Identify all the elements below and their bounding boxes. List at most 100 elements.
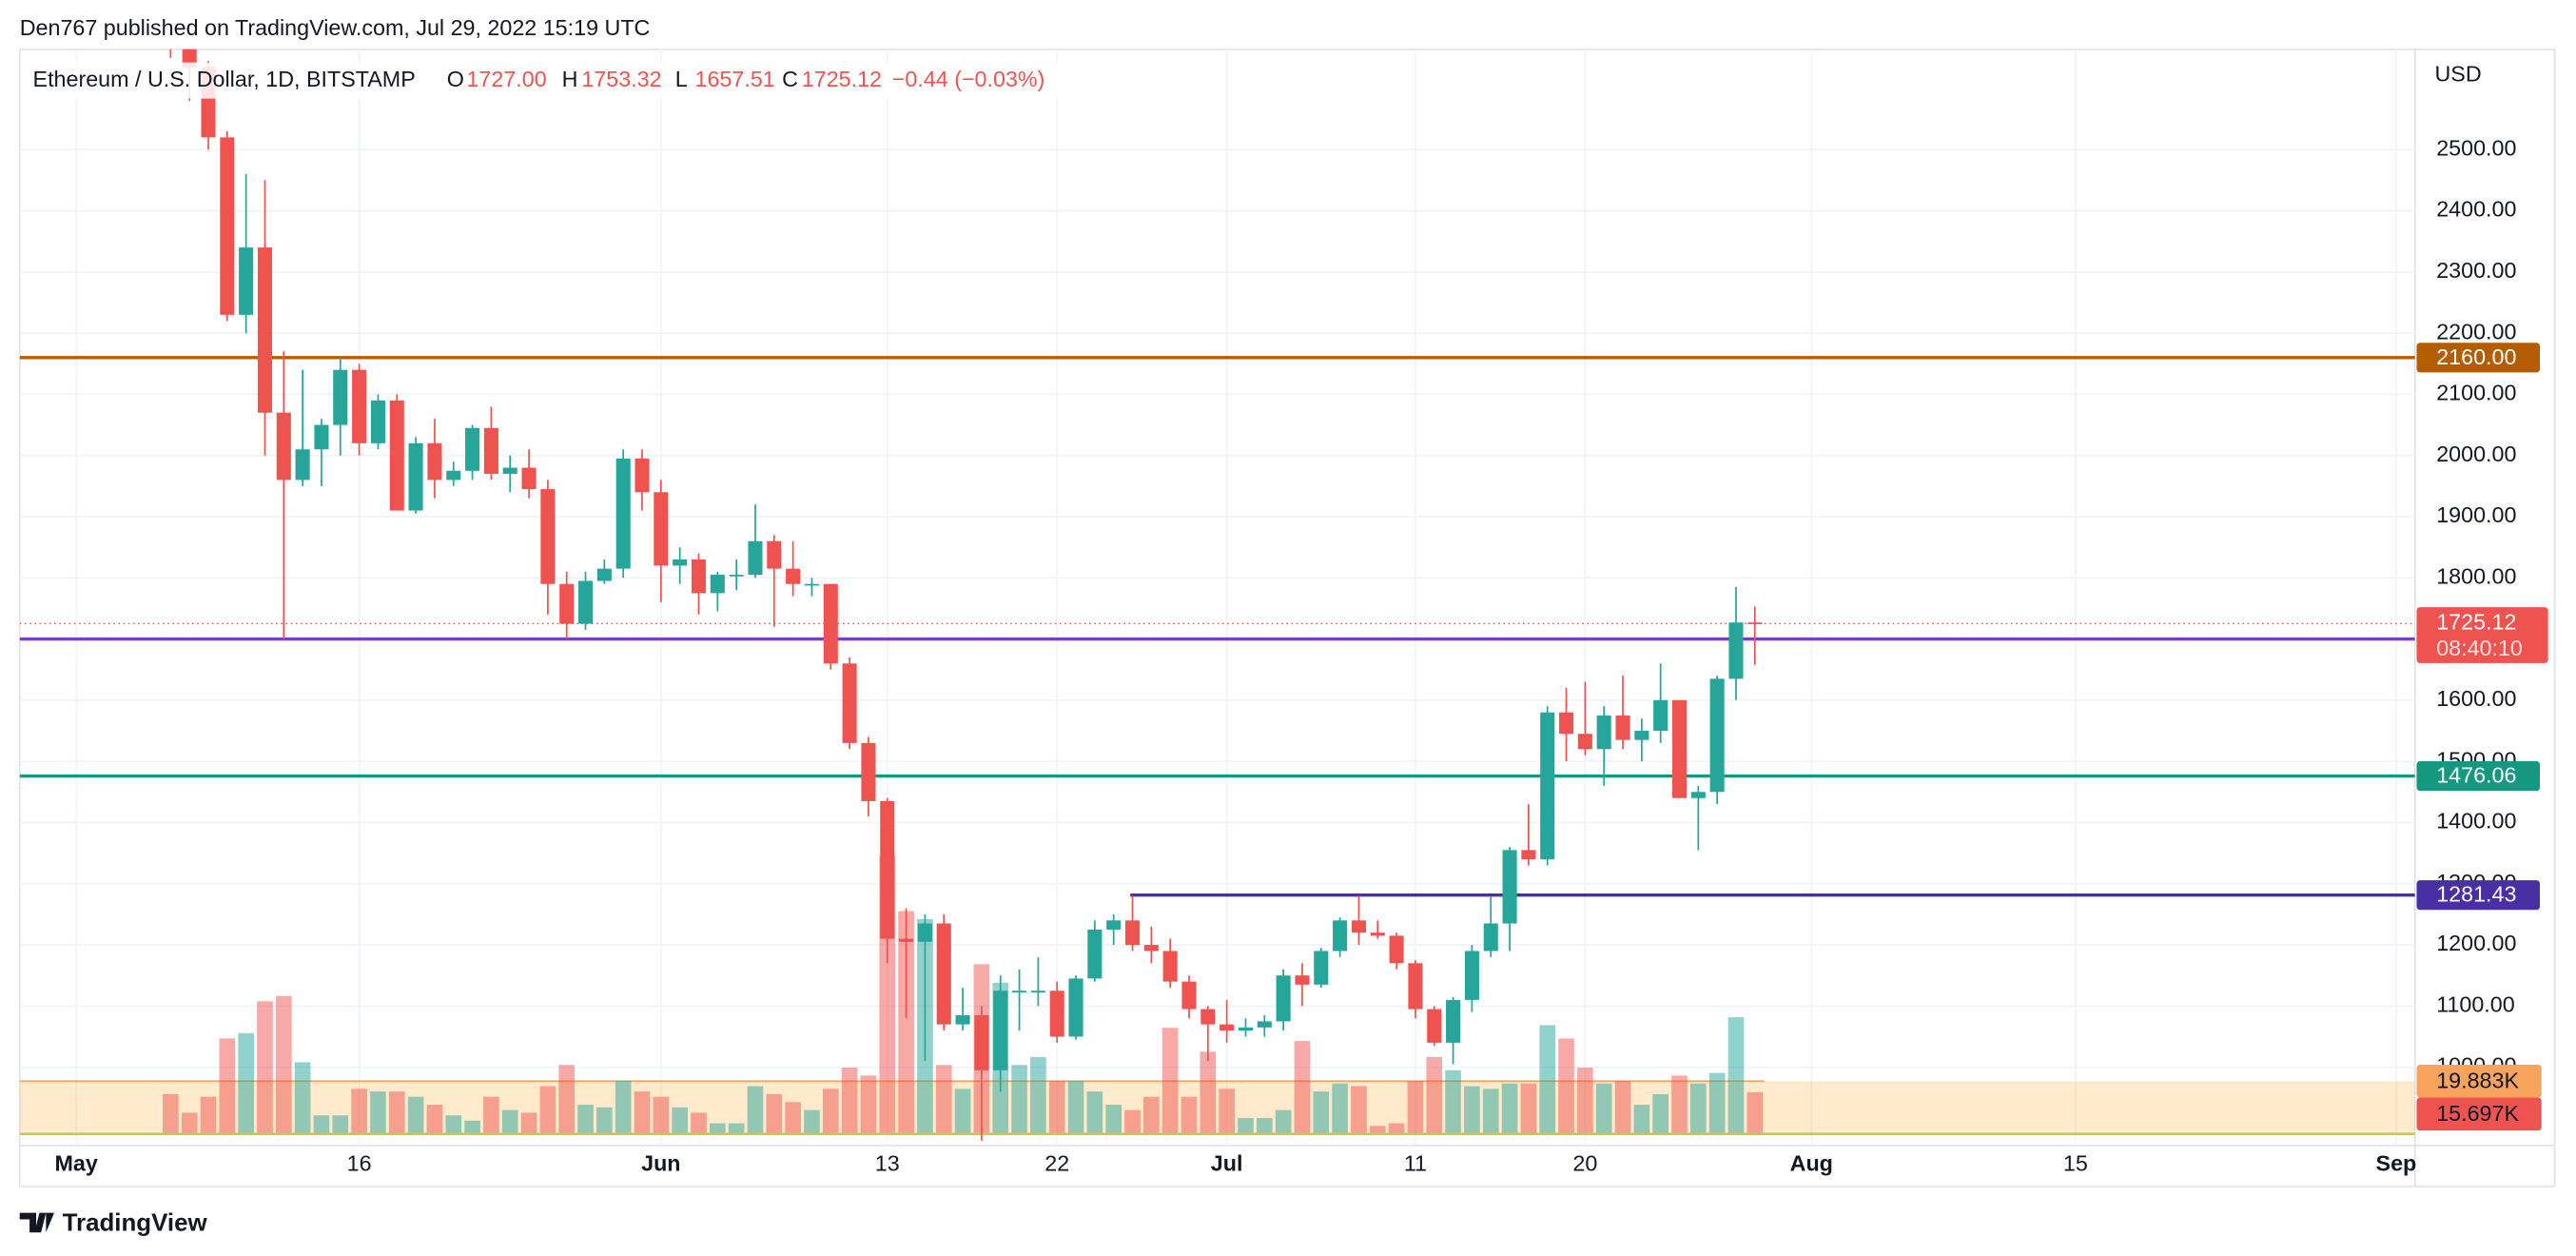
candle-body [1389, 935, 1404, 964]
volume-bar [1030, 1056, 1046, 1134]
volume-bar [1181, 1096, 1198, 1134]
volume-bar [1219, 1089, 1235, 1134]
volume-bar [1595, 1083, 1612, 1134]
candle-body [1087, 929, 1103, 979]
candle-body [691, 559, 707, 594]
candle-body [1728, 622, 1744, 679]
x-tick-label: Aug [1790, 1151, 1833, 1176]
candle-body [1446, 999, 1461, 1043]
volume-bar [1520, 1083, 1537, 1134]
y-tick-label: 1200.00 [2436, 931, 2516, 955]
volume-bar [728, 1123, 745, 1134]
volume-bar [1708, 1072, 1726, 1134]
volume-bar [313, 1115, 330, 1134]
level-box [2416, 760, 2541, 792]
volume-bar [275, 995, 292, 1134]
y-tick-label: 1400.00 [2436, 809, 2516, 834]
candle-body [1238, 1027, 1254, 1031]
volume-bar [1351, 1086, 1367, 1134]
volume-bar [804, 1109, 820, 1134]
volume-bar [841, 1068, 858, 1134]
ohlc-key: C [782, 67, 798, 91]
candle-body [1012, 991, 1027, 992]
candle-body [842, 663, 857, 743]
ohlc-key: H [562, 67, 578, 91]
volume-bar [577, 1105, 594, 1134]
candle-body [710, 575, 725, 594]
volume-bar [1747, 1091, 1764, 1134]
volume-bar [388, 1091, 405, 1134]
volume-bar [1633, 1105, 1650, 1134]
volume-bar [332, 1115, 349, 1134]
candle-body [389, 400, 404, 511]
volume-label-box [2416, 1064, 2542, 1098]
volume-bar [1011, 1065, 1027, 1134]
volume-bar [1161, 1028, 1179, 1134]
candle-body [1690, 792, 1706, 798]
volume-bar [1558, 1038, 1574, 1134]
volume-bar [539, 1086, 556, 1134]
volume-bar [709, 1123, 726, 1134]
x-tick-label: May [55, 1151, 98, 1176]
candle-body [1314, 951, 1329, 985]
candle-body [673, 559, 688, 566]
volume-bar [181, 1112, 198, 1134]
volume-bar [860, 1075, 877, 1134]
candle-body [1464, 951, 1479, 1000]
candle-body [1124, 920, 1141, 946]
x-tick-label: 16 [347, 1151, 372, 1176]
x-tick-label: 20 [1572, 1151, 1597, 1176]
ohlc-key: L [675, 67, 688, 91]
candle-body [1106, 920, 1122, 930]
volume-bar [1086, 1091, 1103, 1134]
candle-body [577, 580, 594, 624]
last-price-box [2416, 607, 2548, 663]
volume-bar [1445, 1070, 1461, 1134]
candle-body [1295, 975, 1310, 985]
candle-body [1408, 963, 1423, 1010]
volume-bar [1614, 1080, 1631, 1134]
candle-body [748, 540, 763, 576]
countdown-label: 08:40:10 [2436, 636, 2523, 660]
volume-bar [653, 1096, 670, 1134]
candle-body [899, 938, 914, 942]
candle-body [786, 568, 801, 584]
volume-bar [1388, 1123, 1405, 1134]
candle-body [1162, 951, 1178, 982]
volume-bar [1200, 1051, 1217, 1134]
candle-body [1427, 1009, 1442, 1043]
volume-bar [898, 911, 914, 1134]
logo: TradingView [19, 1210, 208, 1237]
volume-bar [1727, 1017, 1745, 1134]
level-box [2416, 343, 2541, 373]
volume-bar [1313, 1091, 1330, 1134]
volume-bar [1275, 1109, 1292, 1134]
volume-bar [954, 1089, 971, 1134]
candle-body [1049, 991, 1064, 1037]
candle-body [1483, 923, 1498, 952]
volume-bar [785, 1102, 801, 1134]
ohlc-key: O [447, 67, 464, 91]
level-label: 1281.43 [2436, 882, 2516, 907]
candle-body [823, 583, 838, 664]
volume-bar [1067, 1080, 1084, 1134]
volume-label: 15.697K [2436, 1101, 2519, 1126]
level-label: 2160.00 [2436, 344, 2516, 369]
volume-bar [691, 1112, 707, 1134]
volume-bar [1143, 1096, 1160, 1134]
y-tick-label: 2300.00 [2436, 258, 2516, 283]
candle-body [559, 583, 575, 624]
volume-bar [219, 1038, 236, 1134]
ohlc-value: 1753.32 [581, 67, 661, 91]
candle-body [1257, 1021, 1272, 1028]
y-tick-label: 2000.00 [2436, 442, 2516, 466]
volume-bar [1426, 1056, 1443, 1134]
y-tick-label: 2500.00 [2436, 135, 2516, 160]
candle-body [1370, 932, 1385, 936]
candle-body [1351, 920, 1366, 933]
candle-body [314, 424, 329, 450]
volume-label-box [2416, 1097, 2542, 1131]
candle-body [993, 991, 1008, 1070]
published-note: Den767 published on TradingView.com, Jul… [20, 15, 651, 40]
ohlc-value: 1725.12 [802, 67, 882, 91]
